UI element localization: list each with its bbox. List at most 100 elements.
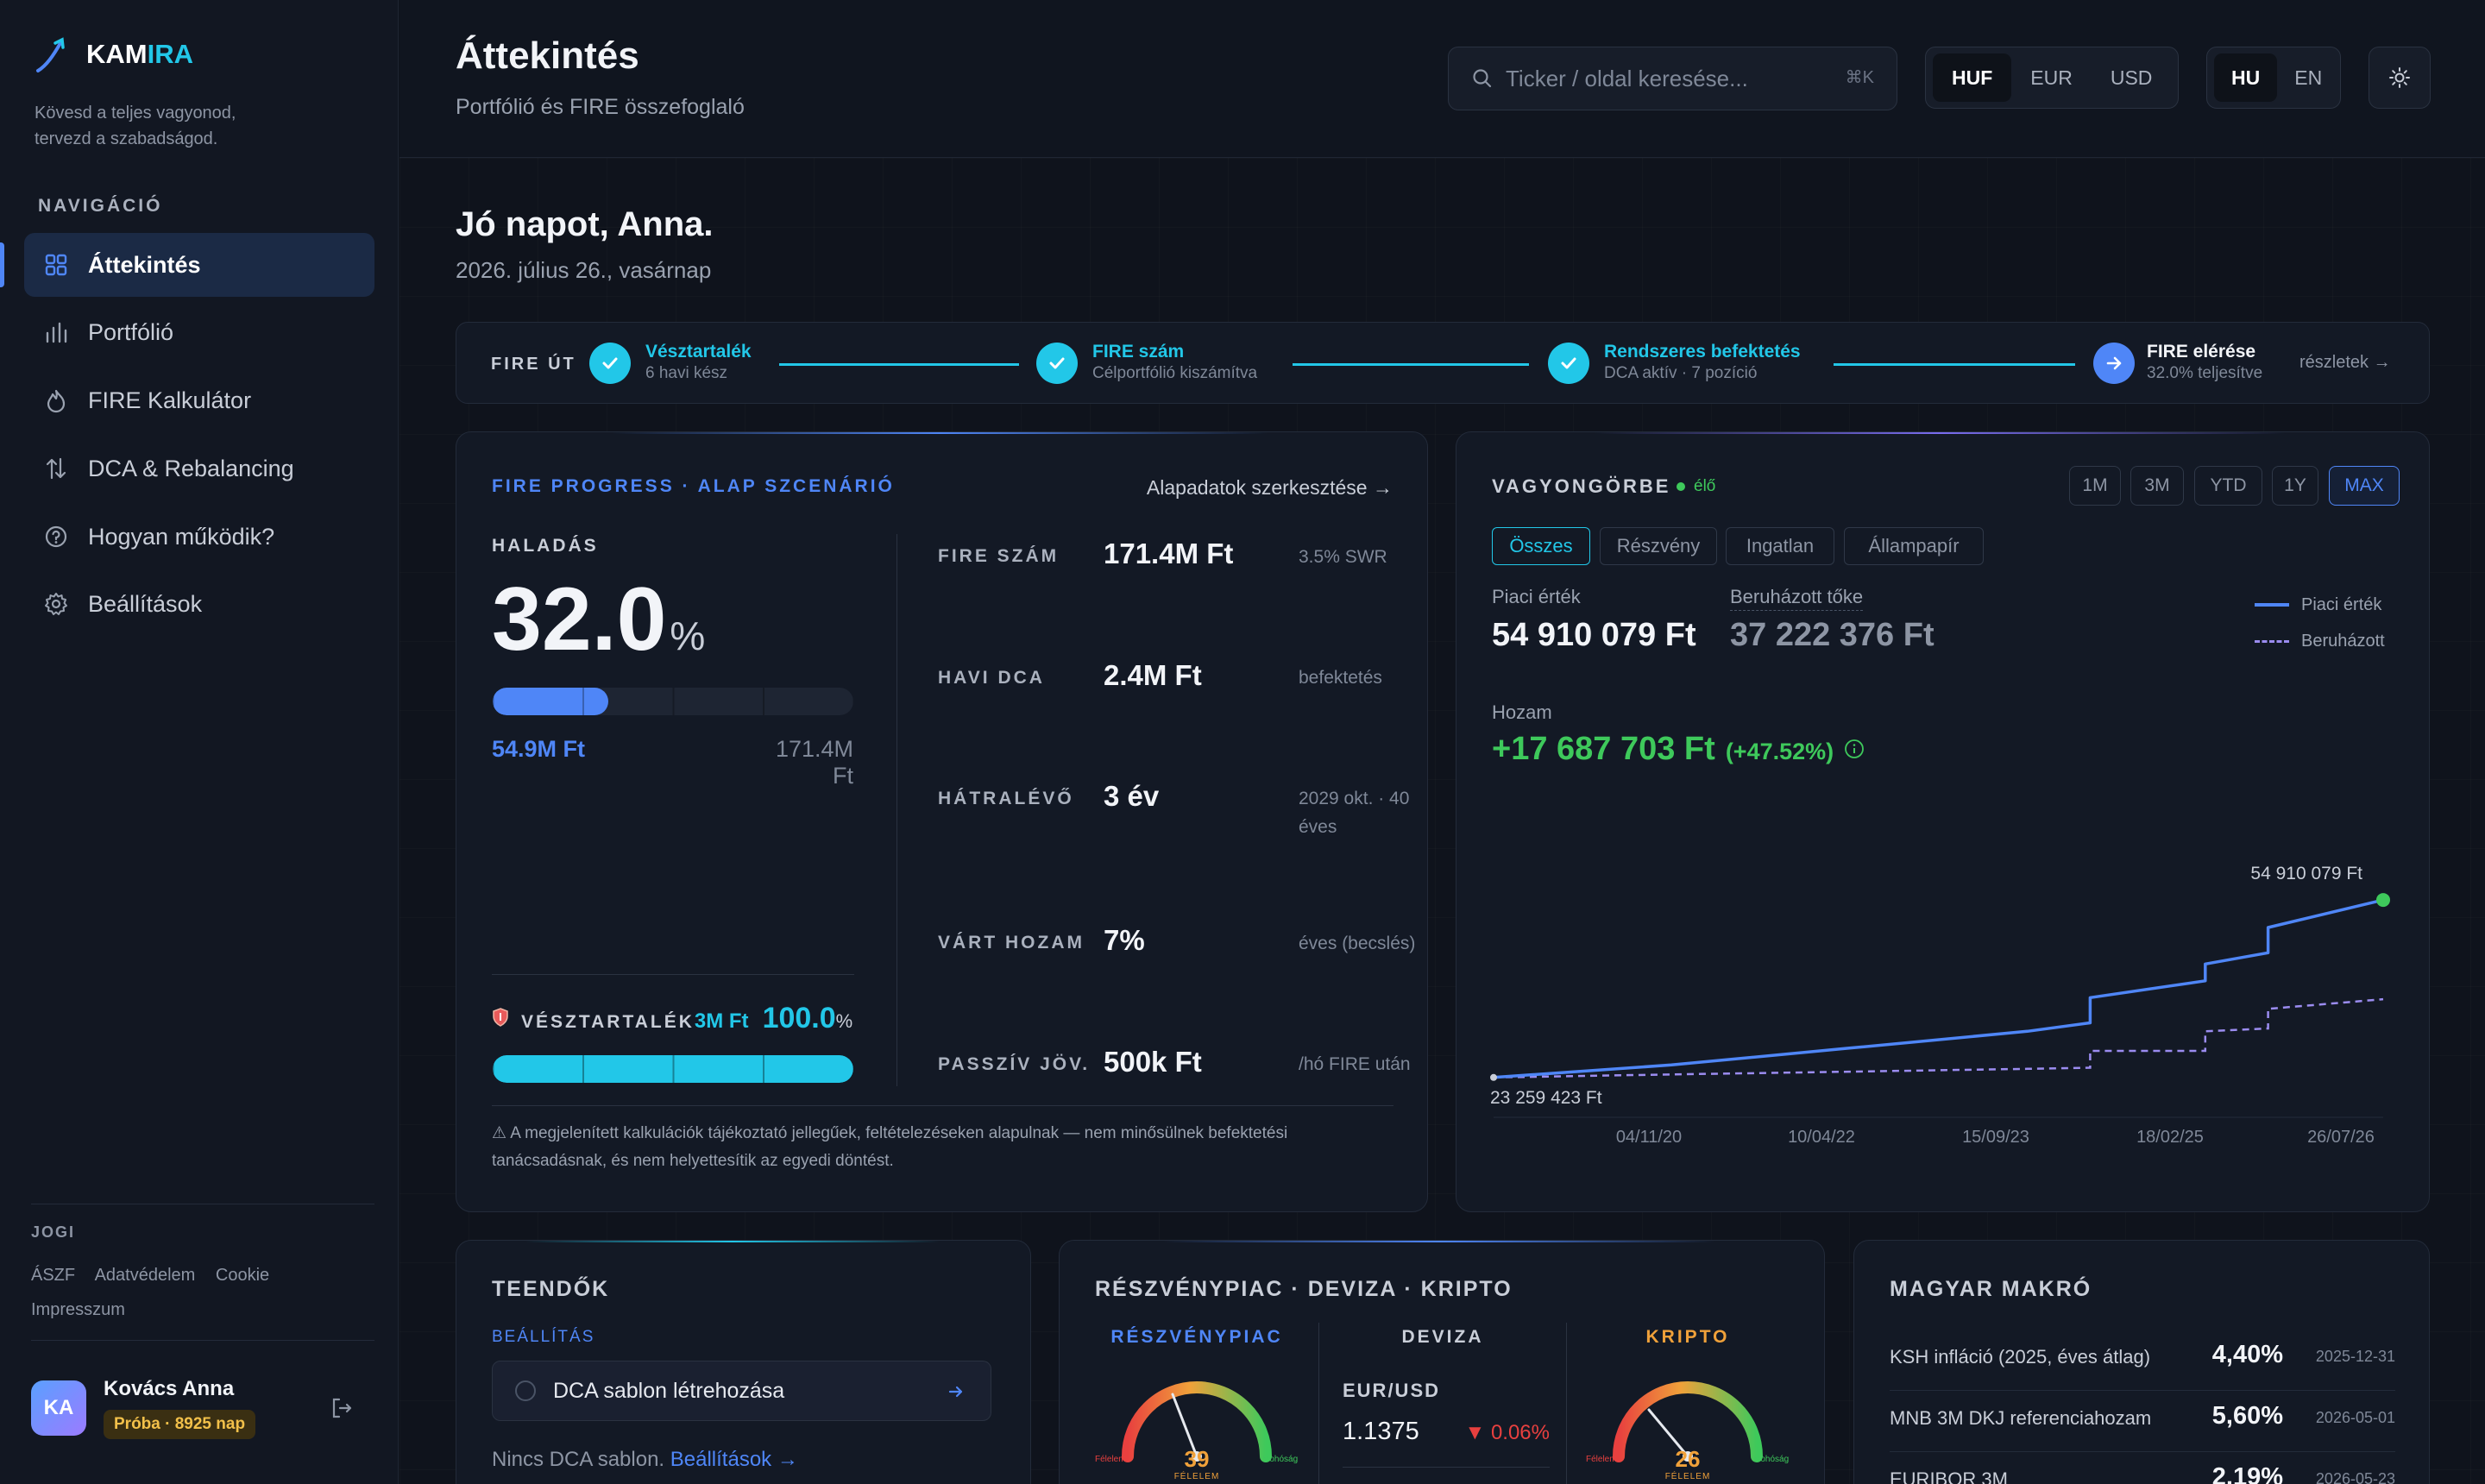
help-icon xyxy=(43,524,69,550)
wealth-curve-card xyxy=(1456,431,2430,1212)
card-divider-h xyxy=(492,974,854,975)
bar-chart-icon xyxy=(43,319,69,345)
legend-item-market: Piaci érték xyxy=(2255,587,2385,623)
edit-basics-link[interactable]: Alapadatok szerkesztése → xyxy=(1146,476,1393,499)
todos-card: TEENDŐK BEÁLLÍTÁS DCA sablon létrehozása… xyxy=(456,1240,1031,1484)
return-pct: (+47.52%) xyxy=(1725,739,1834,764)
x-tick-label: 15/09/23 xyxy=(1962,1128,2029,1147)
step-sub: Célportfólió kiszámítva xyxy=(1092,364,1258,382)
markets-card: RÉSZVÉNYPIAC · DEVIZA · KRIPTO RÉSZVÉNYP… xyxy=(1059,1240,1825,1484)
live-label: élő xyxy=(1694,477,1716,495)
info-icon[interactable] xyxy=(1844,739,1865,759)
shield-icon xyxy=(492,1007,509,1028)
theme-toggle-button[interactable] xyxy=(2369,47,2431,109)
language-en-button[interactable]: EN xyxy=(2294,66,2323,89)
stock-label: RÉSZVÉNYPIAC xyxy=(1110,1327,1283,1347)
sidebar-item-label: FIRE Kalkulátor xyxy=(88,387,252,413)
step-check-icon xyxy=(1548,343,1589,384)
step-sub: 32.0% teljesítve xyxy=(2147,364,2263,382)
logout-icon[interactable] xyxy=(328,1394,355,1422)
kpi-note: 3.5% SWR xyxy=(1299,547,1387,567)
return-row: +17 687 703 Ft (+47.52%) xyxy=(1492,731,1865,768)
legal-link-adatvedelem[interactable]: Adatvédelem xyxy=(94,1266,196,1285)
legend-label-invested: Beruházott xyxy=(2301,632,2385,651)
live-dot-icon xyxy=(1677,482,1685,491)
crypto-gauge: Félelem Mohóság 26 FÉLELEM xyxy=(1584,1353,1791,1482)
wealth-title: VAGYONGÖRBE xyxy=(1492,475,1671,497)
kpi-label: FIRE SZÁM xyxy=(938,546,1060,566)
macro-row-date: 2025-12-31 xyxy=(2315,1348,2395,1365)
fire-path-details-link[interactable]: részletek → xyxy=(2299,353,2391,372)
markets-title: RÉSZVÉNYPIAC · DEVIZA · KRIPTO xyxy=(1095,1277,1513,1301)
sidebar: KAMIRA Kövesd a teljes vagyonod, tervezd… xyxy=(0,0,399,1484)
legal-links: ÁSZF Adatvédelem Cookie Impresszum xyxy=(31,1258,324,1327)
sidebar-item-beallitasok[interactable]: Beállítások xyxy=(24,572,374,636)
nav-title: NAVIGÁCIÓ xyxy=(38,196,163,216)
search-input[interactable]: Ticker / oldal keresése... xyxy=(1506,65,1748,91)
step-sub: 6 havi kész xyxy=(645,364,728,382)
currency-huf-button[interactable]: HUF xyxy=(1933,53,2012,102)
user-card[interactable]: KA Kovács Anna Próba · 8925 nap xyxy=(31,1377,376,1443)
legal-link-impresszum[interactable]: Impresszum xyxy=(31,1300,125,1319)
todos-settings-link[interactable]: Beállítások → xyxy=(670,1448,798,1471)
macro-row: MNB 3M DKJ referenciahozam 5,60% 2026-05… xyxy=(1890,1392,2395,1452)
macro-row: KSH infláció (2025, éves átlag) 4,40% 20… xyxy=(1890,1330,2395,1391)
currency-usd-button[interactable]: USD xyxy=(2110,66,2153,89)
tab-allampapir[interactable]: Állampapír xyxy=(1844,527,1984,565)
emergency-label: VÉSZTARTALÉK xyxy=(521,1012,695,1032)
legend-item-invested: Beruházott xyxy=(2255,623,2385,659)
step-connector xyxy=(779,363,1019,366)
kpi-value: 7% xyxy=(1104,924,1145,956)
range-3m-button[interactable]: 3M xyxy=(2130,466,2184,506)
legal-link-cookie[interactable]: Cookie xyxy=(215,1266,270,1285)
range-1y-button[interactable]: 1Y xyxy=(2272,466,2318,506)
sidebar-item-dca[interactable]: DCA & Rebalancing xyxy=(24,437,374,500)
brand-logo[interactable]: KAMIRA xyxy=(35,35,193,74)
card-top-glow xyxy=(1163,1241,1715,1242)
x-tick-label: 18/02/25 xyxy=(2136,1128,2204,1147)
topbar: Áttekintés Portfólió és FIRE összefoglal… xyxy=(399,0,2485,158)
range-max-button[interactable]: MAX xyxy=(2329,466,2400,506)
step-check-icon xyxy=(589,343,631,384)
step-title: FIRE szám xyxy=(1092,342,1185,362)
todo-checkbox[interactable] xyxy=(515,1380,536,1401)
progress-bar-ticks xyxy=(493,688,853,715)
emergency-bar-ticks xyxy=(493,1055,853,1083)
progress-label: HALADÁS xyxy=(492,536,599,556)
avatar: KA xyxy=(31,1380,86,1436)
language-switcher: HU EN xyxy=(2206,47,2341,109)
card-top-glow xyxy=(525,1241,940,1242)
sidebar-item-attekintes[interactable]: Áttekintés xyxy=(24,233,374,297)
tab-reszveny[interactable]: Részvény xyxy=(1600,527,1717,565)
trial-badge: Próba · 8925 nap xyxy=(104,1410,256,1439)
language-hu-button[interactable]: HU xyxy=(2214,53,2278,102)
fx-pair: EUR/USD xyxy=(1343,1380,1441,1401)
tagline-line-2: tervezd a szabadságod. xyxy=(35,129,218,148)
macro-row-date: 2026-05-23 xyxy=(2315,1470,2395,1484)
sidebar-item-hogyan[interactable]: Hogyan működik? xyxy=(24,505,374,569)
todo-item[interactable]: DCA sablon létrehozása xyxy=(492,1361,991,1421)
kpi-label: PASSZÍV JÖV. xyxy=(938,1054,1091,1074)
step-check-icon xyxy=(1036,343,1078,384)
range-ytd-button[interactable]: YTD xyxy=(2194,466,2262,506)
search-box[interactable]: Ticker / oldal keresése... ⌘K xyxy=(1448,47,1897,110)
live-indicator: élő xyxy=(1677,477,1715,496)
macro-row: EURIBOR 3M 2,19% 2026-05-23 xyxy=(1890,1453,2395,1484)
stock-gauge-mood: FÉLELEM xyxy=(1173,1472,1220,1481)
emergency-row: VÉSZTARTALÉK 3M Ft 100.0% xyxy=(492,1002,852,1035)
step-arrow-icon xyxy=(2093,343,2135,384)
sidebar-item-label: Beállítások xyxy=(88,590,203,617)
sidebar-item-portfolio[interactable]: Portfólió xyxy=(24,300,374,364)
range-1m-button[interactable]: 1M xyxy=(2069,466,2121,506)
tab-osszes[interactable]: Összes xyxy=(1492,527,1590,565)
sidebar-item-fire-kalkulator[interactable]: FIRE Kalkulátor xyxy=(24,368,374,432)
fx-underline xyxy=(1343,1467,1550,1468)
tab-ingatlan[interactable]: Ingatlan xyxy=(1726,527,1834,565)
card-top-glow xyxy=(612,432,1268,434)
card-top-glow xyxy=(1595,432,2285,434)
legal-link-aszf[interactable]: ÁSZF xyxy=(31,1266,76,1285)
user-name: Kovács Anna xyxy=(104,1377,235,1400)
wealth-chart-svg: 54 910 079 Ft 23 259 423 Ft 04/11/20 10/04/… xyxy=(1490,864,2390,1147)
kpi-label: HAVI DCA xyxy=(938,668,1045,688)
currency-eur-button[interactable]: EUR xyxy=(2030,66,2073,89)
